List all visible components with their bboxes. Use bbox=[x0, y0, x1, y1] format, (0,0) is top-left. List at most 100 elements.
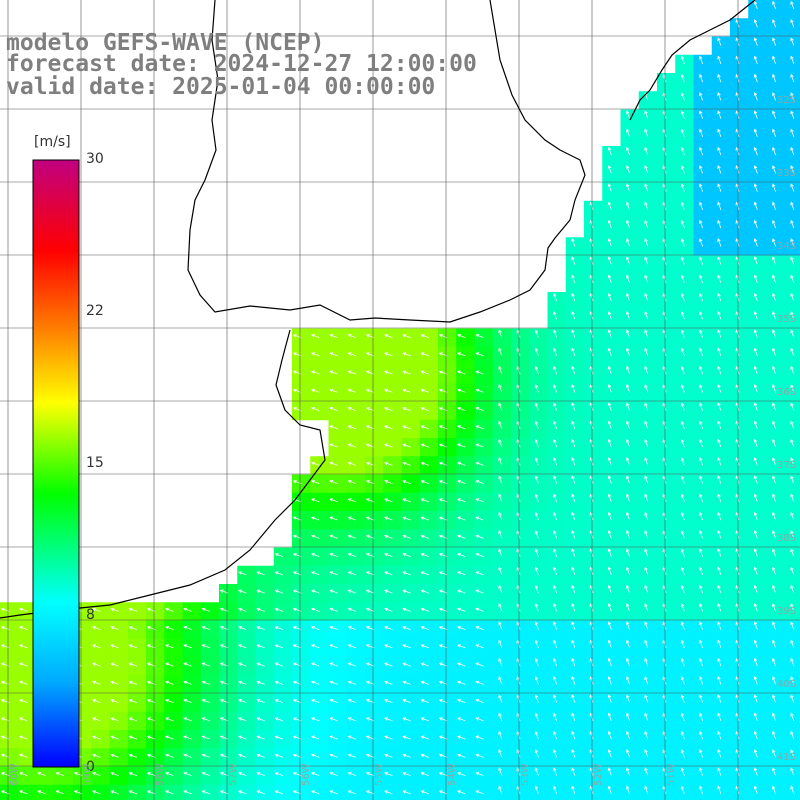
wind-speed-cell bbox=[693, 273, 713, 293]
wind-speed-cell bbox=[711, 675, 731, 694]
wind-arrow bbox=[790, 92, 795, 101]
wind-speed-cell bbox=[766, 146, 786, 165]
wind-speed-cell bbox=[511, 657, 530, 676]
wind-arrow bbox=[644, 402, 649, 411]
wind-arrow bbox=[626, 475, 631, 484]
wind-speed-cell bbox=[711, 511, 731, 530]
wind-speed-cell bbox=[565, 547, 585, 567]
wind-speed-cell bbox=[529, 547, 548, 567]
wind-speed-cell bbox=[565, 255, 585, 275]
wind-speed-cell bbox=[565, 273, 585, 293]
wind-speed-cell bbox=[0, 657, 19, 676]
wind-arrow bbox=[457, 680, 466, 685]
wind-arrow bbox=[699, 457, 704, 466]
wind-arrow bbox=[402, 461, 411, 466]
wind-arrow bbox=[256, 589, 265, 594]
wind-arrow bbox=[607, 621, 612, 630]
wind-arrow bbox=[274, 662, 284, 667]
wind-speed-cell bbox=[730, 182, 749, 202]
wind-arrow bbox=[311, 790, 320, 795]
wind-speed-cell bbox=[127, 730, 147, 749]
wind-arrow bbox=[475, 626, 484, 631]
wind-speed-cell bbox=[730, 36, 749, 56]
wind-speed-cell bbox=[456, 401, 475, 421]
wind-speed-cell bbox=[784, 584, 800, 603]
wind-speed-cell bbox=[584, 383, 603, 402]
wind-arrow bbox=[772, 639, 777, 649]
wind-arrow bbox=[571, 694, 576, 703]
wind-speed-cell bbox=[492, 730, 512, 749]
wind-arrow bbox=[274, 644, 284, 649]
wind-speed-cell bbox=[438, 529, 457, 548]
wind-speed-cell bbox=[292, 748, 311, 767]
wind-arrow bbox=[699, 584, 704, 594]
wind-speed-cell bbox=[401, 766, 421, 786]
wind-arrow bbox=[772, 292, 777, 302]
wind-arrow bbox=[790, 311, 795, 320]
wind-arrow bbox=[274, 607, 284, 612]
wind-speed-cell bbox=[675, 164, 694, 183]
wind-speed-cell bbox=[584, 346, 603, 366]
wind-speed-cell bbox=[401, 511, 421, 530]
wind-speed-cell bbox=[693, 766, 713, 786]
wind-speed-cell bbox=[638, 273, 658, 293]
wind-speed-cell bbox=[602, 182, 621, 202]
wind-speed-cell bbox=[438, 511, 457, 530]
wind-arrow bbox=[717, 402, 722, 411]
wind-speed-cell bbox=[529, 365, 548, 384]
wind-arrow bbox=[753, 73, 758, 83]
wind-speed-cell bbox=[584, 456, 603, 475]
wind-arrow bbox=[790, 584, 795, 594]
wind-arrow bbox=[457, 662, 466, 667]
wind-speed-cell bbox=[748, 0, 767, 19]
wind-speed-cell bbox=[109, 766, 129, 786]
wind-speed-cell bbox=[492, 693, 512, 713]
wind-speed-cell bbox=[346, 584, 366, 603]
wind-arrow bbox=[311, 498, 320, 503]
wind-arrow bbox=[475, 753, 484, 758]
wind-speed-cell bbox=[346, 456, 366, 475]
wind-speed-cell bbox=[255, 766, 275, 786]
wind-arrow bbox=[201, 717, 211, 722]
wind-arrow bbox=[790, 146, 795, 156]
wind-arrow bbox=[402, 644, 411, 649]
wind-arrow bbox=[607, 530, 612, 539]
wind-speed-cell bbox=[438, 474, 457, 494]
wind-arrow bbox=[19, 607, 28, 612]
wind-arrow bbox=[699, 165, 704, 174]
wind-speed-cell bbox=[547, 328, 567, 348]
wind-speed-cell bbox=[365, 529, 384, 548]
wind-arrow bbox=[457, 790, 466, 795]
wind-speed-cell bbox=[620, 346, 640, 366]
wind-arrow bbox=[753, 165, 758, 174]
wind-arrow bbox=[790, 493, 795, 503]
wind-speed-cell bbox=[730, 565, 749, 585]
wind-arrow bbox=[717, 603, 722, 612]
wind-speed-cell bbox=[182, 638, 202, 658]
wind-speed-cell bbox=[474, 547, 494, 567]
wind-arrow bbox=[607, 548, 612, 557]
wind-speed-cell bbox=[438, 492, 457, 512]
wind-arrow bbox=[238, 699, 247, 704]
wind-speed-cell bbox=[620, 529, 640, 548]
wind-arrow bbox=[699, 146, 704, 156]
wind-speed-cell bbox=[109, 693, 129, 713]
wind-speed-cell bbox=[620, 748, 640, 767]
wind-speed-cell bbox=[565, 456, 585, 475]
wind-speed-cell bbox=[784, 419, 800, 439]
wind-speed-cell bbox=[419, 492, 439, 512]
wind-speed-cell bbox=[693, 565, 713, 585]
wind-speed-cell bbox=[784, 748, 800, 767]
wind-speed-cell bbox=[310, 474, 329, 494]
wind-arrow bbox=[475, 370, 484, 375]
wind-speed-cell bbox=[456, 620, 475, 640]
wind-speed-cell bbox=[511, 401, 530, 421]
wind-arrow bbox=[347, 626, 357, 631]
wind-arrow bbox=[92, 680, 101, 685]
wind-arrow bbox=[680, 493, 685, 503]
wind-arrow bbox=[717, 749, 722, 758]
wind-arrow bbox=[329, 516, 338, 521]
wind-arrow bbox=[753, 730, 758, 740]
wind-speed-cell bbox=[657, 383, 676, 402]
wind-speed-cell bbox=[237, 711, 256, 731]
